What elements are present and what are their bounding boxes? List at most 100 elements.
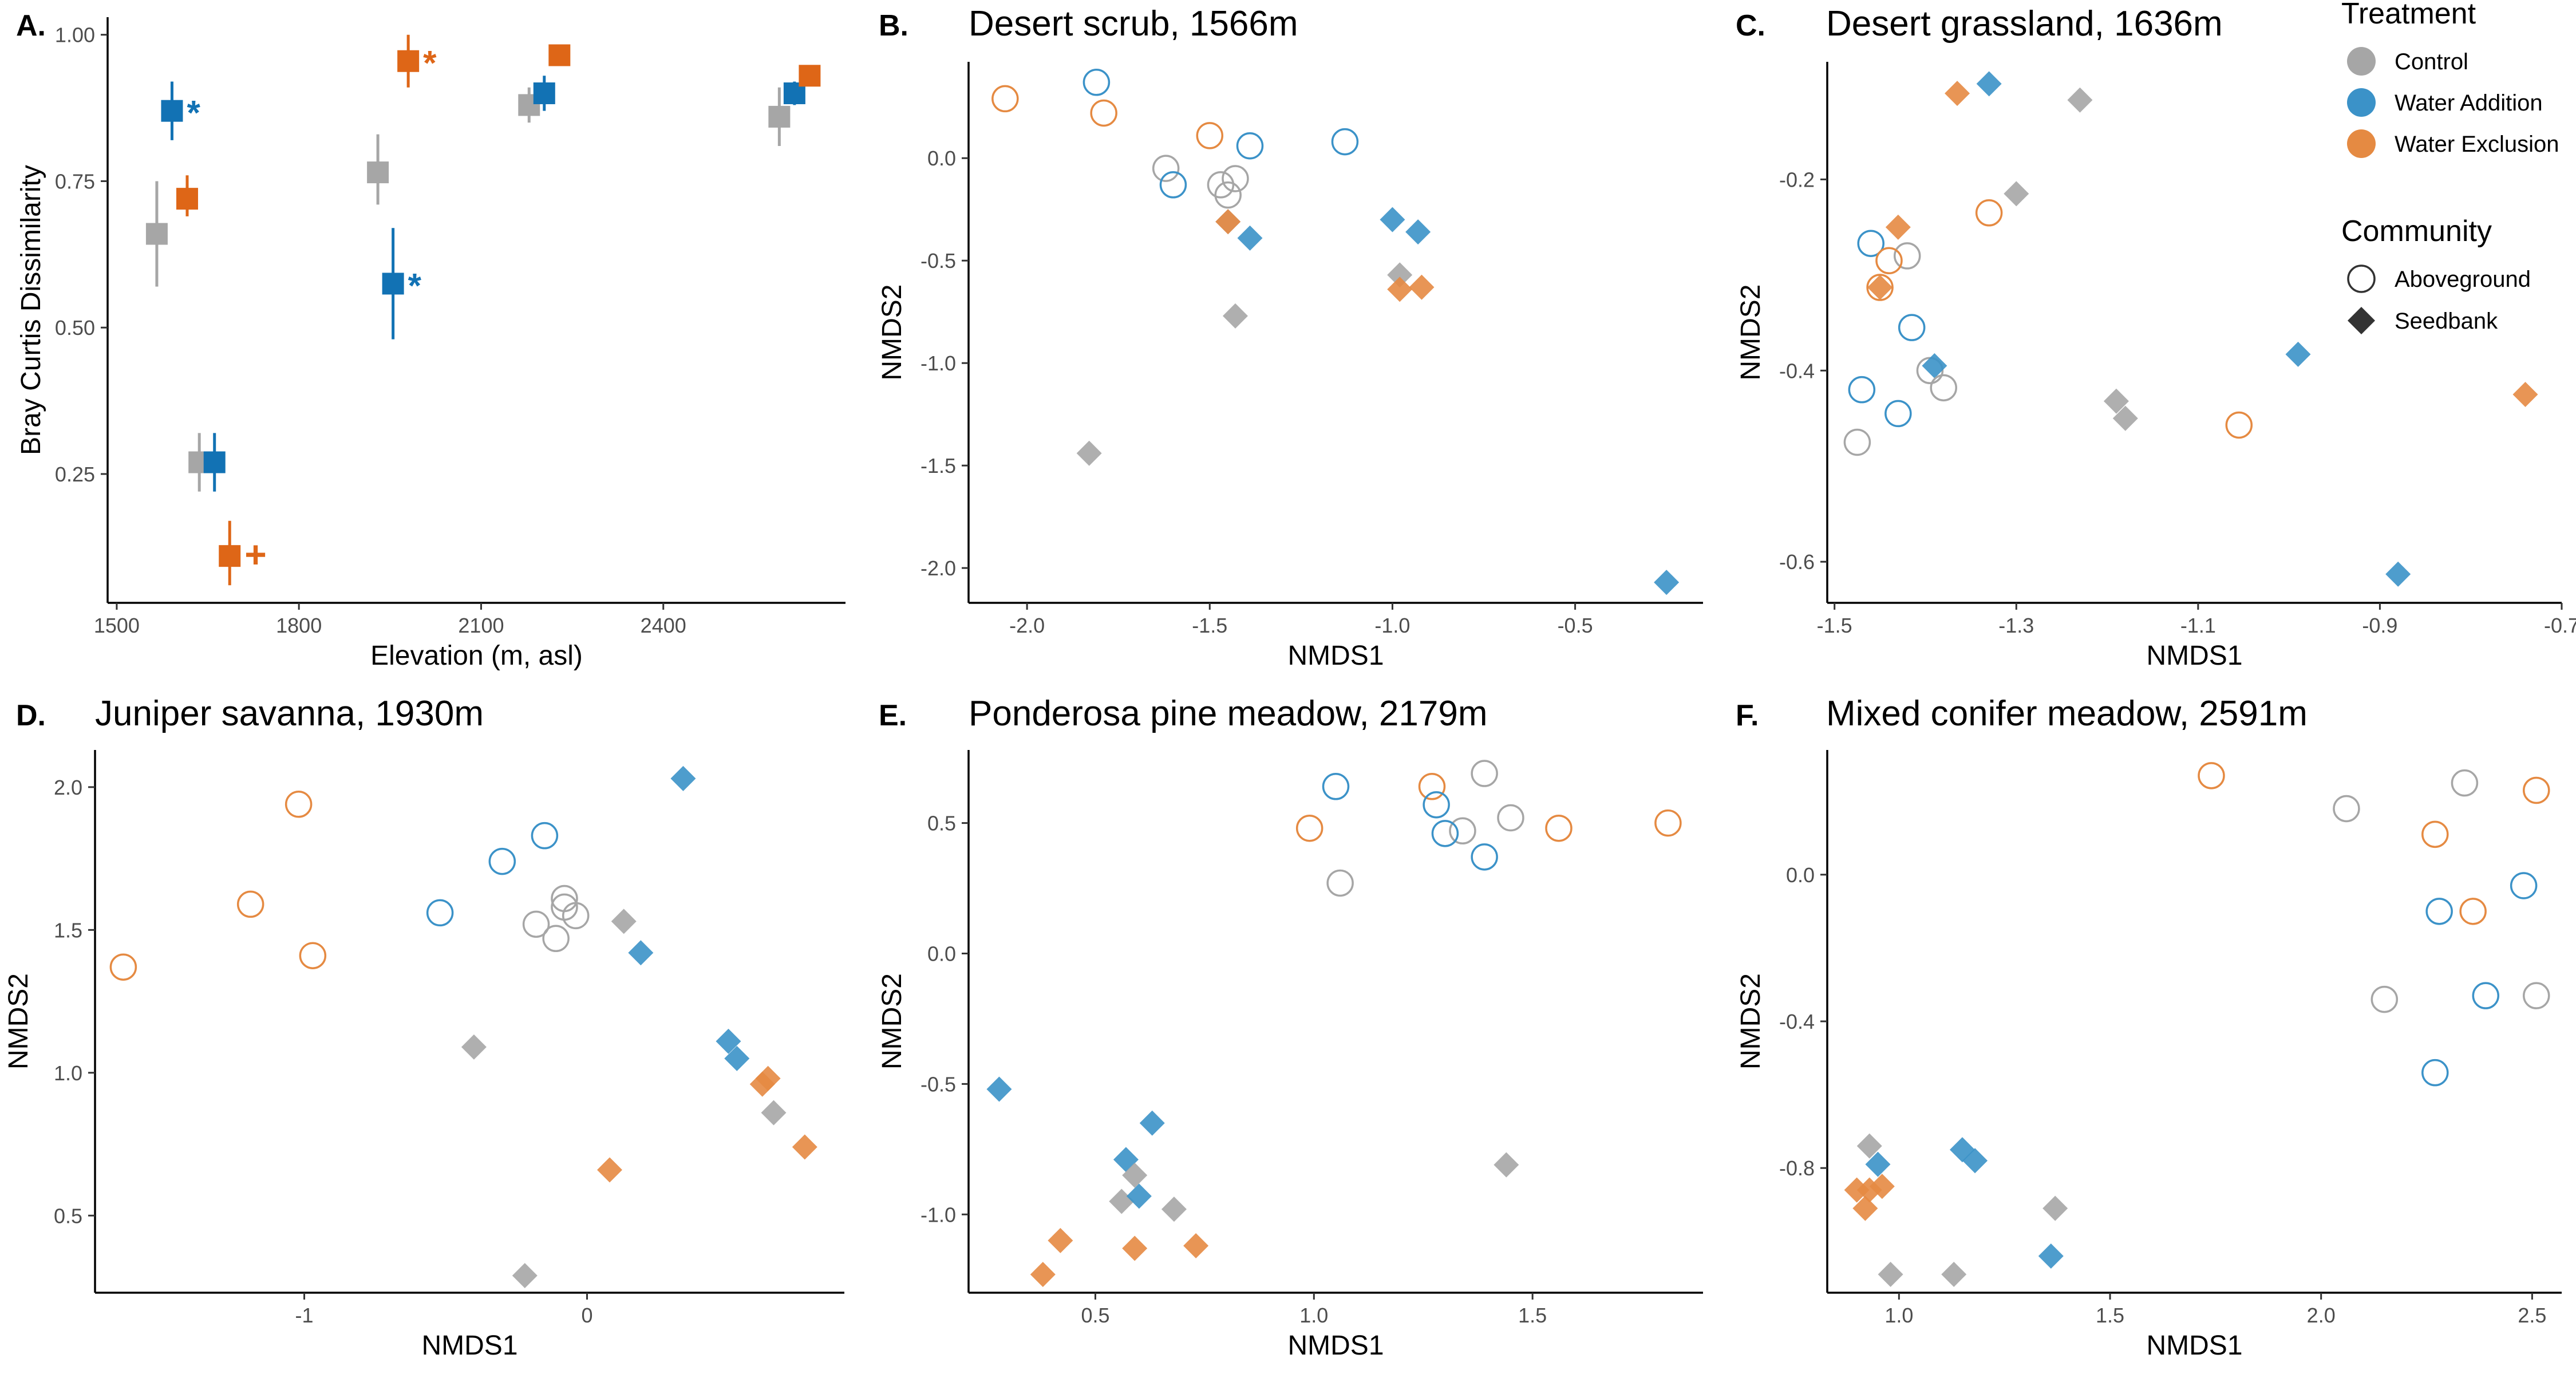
mean-point-water-exclusion [548, 44, 571, 66]
x-tick-label: -1 [295, 1304, 314, 1327]
point-aboveground-control [2333, 795, 2360, 823]
point-seedbank-water-exclusion [1852, 1195, 1878, 1221]
point-seedbank-water-addition [716, 1028, 741, 1054]
point-seedbank-water-exclusion [1122, 1235, 1148, 1261]
point-seedbank-control [1222, 303, 1248, 329]
point-aboveground-water-exclusion [1654, 809, 1682, 837]
x-axis-label: NMDS1 [2146, 641, 2242, 671]
x-tick-label: 2100 [458, 614, 504, 637]
panel-b: B. Desert scrub, 1566m -2.0 -1.5 -1.0 -0.5 -2.… [877, 4, 1703, 671]
point-seedbank-control [1494, 1152, 1519, 1178]
y-tick-label: 0.75 [55, 169, 95, 193]
y-tick-label: 0.0 [927, 147, 956, 170]
x-tick-label: 2.5 [2518, 1304, 2546, 1327]
y-axis-label: NMDS2 [877, 284, 907, 380]
panels: A.1500 1800 2100 24000.250.500.751.00Elevat… [3, 4, 2576, 1361]
x-axis-label: NMDS1 [2146, 1330, 2242, 1361]
legend-seedbank-label: Seedbank [2395, 309, 2498, 334]
panel-label: F. [1736, 699, 1759, 732]
point-aboveground-control [2523, 982, 2550, 1009]
point-seedbank-water-exclusion [792, 1134, 817, 1160]
y-axis-label: NMDS2 [1736, 973, 1766, 1069]
x-axis-label: NMDS1 [421, 1330, 517, 1361]
panel-d: D. Juniper savanna, 1930m -1 0 0.5 1.0 1.5 2.0 N… [3, 694, 844, 1361]
point-seedbank-control [1076, 440, 1102, 466]
panel-label: A. [16, 9, 46, 42]
point-aboveground-control [2370, 985, 2399, 1013]
point-seedbank-water-addition [628, 940, 654, 966]
x-tick-label: -2.0 [1009, 614, 1045, 637]
point-aboveground-water-addition [1322, 773, 1350, 800]
point-aboveground-water-addition [1857, 230, 1884, 257]
point-seedbank-water-exclusion [1885, 214, 1911, 240]
point-aboveground-water-addition [1159, 171, 1187, 199]
point-aboveground-control [1843, 428, 1871, 456]
point-aboveground-water-addition [1431, 820, 1459, 847]
point-seedbank-control [1941, 1261, 1967, 1287]
mean-point-water-addition [382, 273, 404, 295]
point-seedbank-control [611, 909, 637, 934]
x-tick-label: -1.5 [1192, 614, 1227, 637]
panel-f: F. Mixed conifer meadow, 2591m 1.0 1.5 2.0 2.… [1736, 694, 2562, 1361]
point-seedbank-control [2103, 388, 2129, 414]
point-seedbank-water-exclusion [1387, 277, 1413, 302]
mean-point-water-addition [161, 100, 183, 122]
legend-water-addition-swatch [2347, 88, 2376, 117]
point-seedbank-control [1878, 1261, 1903, 1287]
point-aboveground-water-exclusion [1545, 814, 1573, 842]
x-axis-label: Elevation (m, asl) [370, 641, 583, 671]
mean-point-water-exclusion [397, 50, 420, 72]
legend-water-exclusion-swatch [2347, 129, 2376, 158]
point-seedbank-water-addition [2385, 561, 2411, 587]
legend-control-swatch [2347, 47, 2376, 76]
legend-seedbank-swatch [2348, 307, 2375, 334]
legend-community-title: Community [2341, 215, 2492, 248]
point-aboveground-water-exclusion [1295, 814, 1323, 842]
point-aboveground-water-addition [1423, 791, 1450, 819]
legend: Treatment Control Water Addition Water E… [2341, 0, 2559, 334]
x-axis-label: NMDS1 [1287, 641, 1384, 671]
point-seedbank-control [2067, 87, 2093, 113]
point-seedbank-water-exclusion [2512, 382, 2538, 408]
panel-label: B. [879, 9, 908, 42]
panel-title: Desert grassland, 1636m [1826, 4, 2223, 44]
point-seedbank-water-addition [1962, 1148, 1988, 1174]
point-seedbank-control [1387, 262, 1413, 288]
y-tick-label: 0.0 [1786, 863, 1815, 887]
point-seedbank-water-addition [724, 1045, 750, 1071]
point-aboveground-water-exclusion [236, 890, 264, 918]
point-aboveground-water-addition [2425, 898, 2453, 925]
point-aboveground-control [1152, 155, 1180, 182]
point-aboveground-water-addition [2472, 982, 2500, 1009]
point-aboveground-control [1930, 374, 1957, 402]
significance-mark: + [244, 533, 267, 575]
point-aboveground-control [1893, 242, 1921, 270]
point-aboveground-control [542, 925, 570, 953]
mean-point-control [768, 105, 791, 128]
point-aboveground-water-addition [1848, 376, 1876, 404]
point-aboveground-control [1207, 171, 1235, 199]
panel-e: E. Ponderosa pine meadow, 2179m 0.5 1.0 1.5 -… [877, 694, 1703, 1361]
point-seedbank-water-exclusion [1183, 1233, 1209, 1258]
y-tick-label: 0.5 [54, 1204, 82, 1227]
point-aboveground-water-exclusion [1875, 247, 1903, 275]
x-tick-label: 2.0 [2307, 1304, 2336, 1327]
point-seedbank-water-addition [1654, 570, 1680, 595]
point-aboveground-water-exclusion [1418, 773, 1446, 800]
x-tick-label: 0.5 [1081, 1304, 1109, 1327]
point-seedbank-control [2004, 181, 2029, 207]
point-aboveground-water-exclusion [2198, 762, 2225, 789]
y-tick-label: 0.25 [55, 463, 95, 486]
significance-mark: * [408, 266, 422, 305]
x-tick-label: -0.9 [2362, 614, 2397, 637]
mean-point-water-addition [533, 82, 555, 104]
mean-point-control [145, 223, 168, 245]
x-tick-label: 2400 [641, 614, 686, 637]
point-aboveground-control [1449, 817, 1476, 845]
point-seedbank-water-exclusion [1030, 1262, 1056, 1288]
point-seedbank-water-exclusion [1409, 274, 1435, 300]
point-aboveground-water-exclusion [2523, 776, 2550, 804]
point-aboveground-water-exclusion [109, 953, 137, 981]
y-axis-label: NMDS2 [877, 973, 907, 1069]
